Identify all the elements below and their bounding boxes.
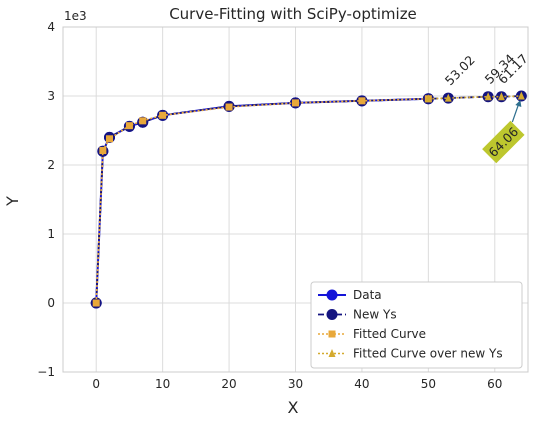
- series-line: [95, 95, 522, 304]
- y-tick-label: −1: [37, 365, 55, 379]
- data-point: [484, 92, 492, 101]
- series-line: [428, 95, 522, 100]
- x-tick-label: 0: [92, 377, 100, 391]
- y-axis-scale-label: 1e3: [64, 9, 87, 23]
- x-axis-label: X: [288, 398, 299, 417]
- annotation-box-bg: [482, 120, 525, 164]
- tick-labels: 0 10 20 30 40 50 60 −1 0 1 2 3 4: [37, 20, 502, 391]
- y-tick-label: 1: [47, 227, 55, 241]
- chart-title: Curve-Fitting with SciPy-optimize: [169, 5, 417, 23]
- data-point: [517, 91, 525, 100]
- legend-label: New Ys: [353, 308, 397, 322]
- series-layer: [90, 90, 527, 309]
- legend-label: Fitted Curve: [353, 327, 426, 341]
- data-point: [106, 135, 113, 143]
- data-point: [99, 147, 107, 155]
- annotation-box: 64.06: [482, 120, 525, 164]
- legend-marker: [326, 309, 338, 320]
- legend-marker: [328, 330, 336, 338]
- data-point: [225, 103, 233, 111]
- y-tick-label: 0: [47, 296, 55, 310]
- x-tick-label: 60: [487, 377, 502, 391]
- data-point: [159, 111, 167, 119]
- legend-frame: [310, 281, 523, 369]
- series-line: [95, 97, 429, 304]
- data-point: [139, 117, 147, 125]
- plot-area-frame: [62, 26, 529, 373]
- annotation-arrowhead: [515, 100, 522, 107]
- legend-marker: [328, 349, 336, 357]
- annotation-label: 53.02: [442, 52, 478, 88]
- x-tick-label: 10: [155, 377, 170, 391]
- data-point: [92, 299, 100, 307]
- x-tick-label: 50: [421, 377, 436, 391]
- data-point: [424, 94, 432, 103]
- y-tick-label: 3: [47, 89, 55, 103]
- legend-label: Data: [353, 288, 382, 302]
- series-1: [90, 90, 527, 309]
- x-tick-label: 40: [354, 377, 369, 391]
- legend-label: Fitted Curve over new Ys: [353, 347, 503, 361]
- series-3: [424, 91, 525, 103]
- y-tick-label: 2: [47, 158, 55, 172]
- y-axis-label: Y: [3, 196, 22, 207]
- series-line: [95, 98, 429, 304]
- data-point: [358, 97, 366, 105]
- legend: Data New Ys Fitted Curve Fitted Curve over …: [310, 281, 523, 369]
- x-tick-label: 20: [221, 377, 236, 391]
- data-point: [497, 92, 505, 101]
- legend-marker: [326, 289, 338, 301]
- x-tick-label: 30: [288, 377, 303, 391]
- data-point: [444, 93, 452, 102]
- data-point: [125, 122, 133, 130]
- data-point: [292, 99, 299, 107]
- y-tick-label: 4: [47, 20, 55, 34]
